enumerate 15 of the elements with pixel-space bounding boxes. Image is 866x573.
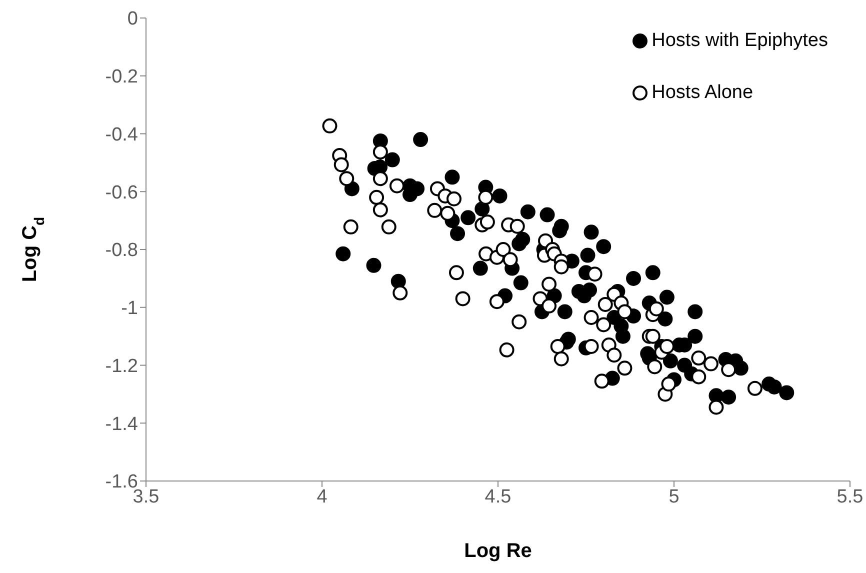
y-tick-label: 0 bbox=[127, 8, 138, 30]
x-tick-label: 4 bbox=[316, 486, 328, 508]
y-tick-label: -0.2 bbox=[105, 66, 138, 88]
x-tick-label: 4.5 bbox=[484, 486, 512, 508]
y-tick-label: -0.8 bbox=[105, 240, 138, 262]
y-tick-label: -1 bbox=[121, 298, 138, 320]
legend-label: Hosts Alone bbox=[652, 82, 754, 104]
y-tick-label: -1.2 bbox=[105, 356, 138, 377]
y-tick-label: -0.6 bbox=[105, 182, 138, 204]
legend-label: Hosts with Epiphytes bbox=[652, 30, 828, 52]
x-axis-title: Log Re bbox=[464, 540, 532, 562]
x-tick-label: 5.5 bbox=[836, 486, 864, 508]
y-tick-label: -0.4 bbox=[105, 124, 138, 146]
x-tick-label: 5 bbox=[668, 486, 680, 508]
y-tick-label: -1.4 bbox=[105, 414, 138, 435]
